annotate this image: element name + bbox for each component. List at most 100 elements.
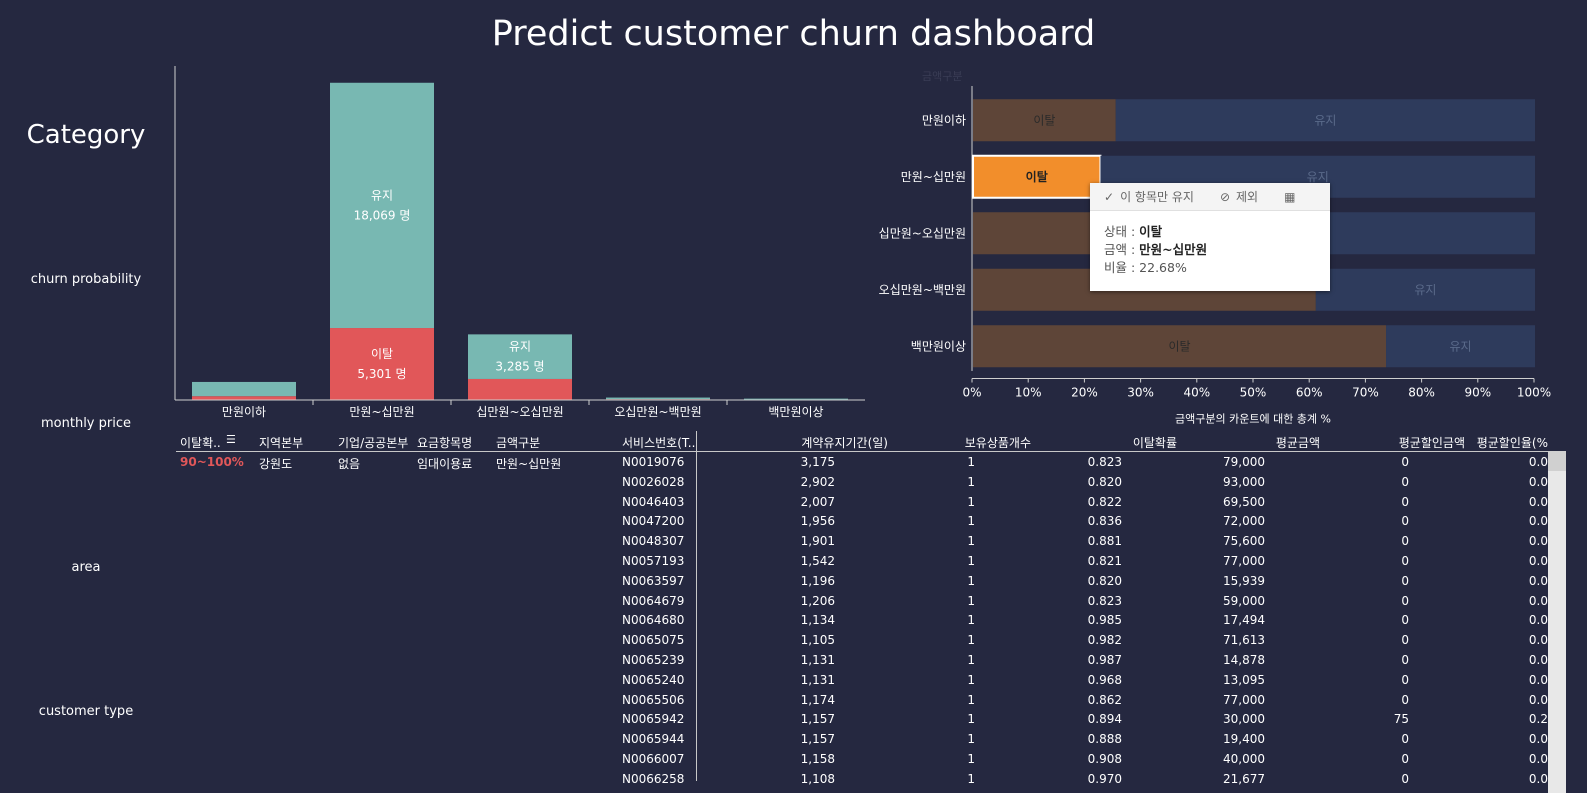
table-cell: 75: [1393, 712, 1409, 727]
bar-retain-4[interactable]: [744, 398, 848, 400]
segment-label-retain: 유지: [1314, 113, 1336, 127]
exclude-icon[interactable]: ⊘: [1219, 189, 1230, 204]
hbar-retain-4[interactable]: [1386, 325, 1535, 368]
segment-label-retain: 유지: [1307, 170, 1329, 184]
table-cell: 1: [967, 613, 975, 628]
table-cell: 1: [967, 732, 975, 747]
column-header[interactable]: 기업/공공본부: [338, 436, 409, 450]
filter-label-monthly-price[interactable]: monthly price: [41, 416, 131, 431]
column-divider: [696, 431, 697, 781]
scroll-thumb[interactable]: [1548, 451, 1566, 471]
table-cell: 0: [1401, 554, 1409, 568]
column-header[interactable]: 계약유지기간(일): [801, 436, 888, 450]
filter-label-customer-type[interactable]: customer type: [38, 704, 134, 719]
column-header[interactable]: 평균할인금액: [1398, 436, 1465, 450]
table-cell: 0.985: [1087, 613, 1122, 628]
table-cell: 1: [967, 752, 975, 766]
x-tick-label: 80%: [1408, 386, 1435, 400]
data-label-name: 유지: [509, 340, 531, 354]
service-number-cell: N0065942: [622, 712, 685, 727]
group-cell-item: 임대이용료: [417, 457, 473, 471]
table-cell: 0.823: [1087, 455, 1122, 469]
table-cell: 1,131: [800, 653, 835, 667]
bar-retain-2[interactable]: [468, 334, 572, 379]
data-label-value: 18,069 명: [354, 208, 411, 222]
y-tick-label: 십만원~오십만원: [879, 226, 966, 240]
table-cell: 0.0: [1528, 732, 1548, 747]
hbar-retain-3[interactable]: [1315, 268, 1535, 311]
bar-retain-3[interactable]: [606, 397, 710, 400]
column-header[interactable]: 지역본부: [259, 436, 304, 450]
x-tick-label: 50%: [1240, 386, 1267, 400]
table-cell: 1: [967, 593, 975, 608]
table-cell: 0.836: [1087, 514, 1122, 529]
sort-icon[interactable]: ☰: [226, 433, 236, 446]
x-tick-label: 십만원~오십만원: [476, 405, 563, 419]
table-cell: 0: [1401, 732, 1409, 747]
header-divider: [176, 451, 1548, 452]
table-cell: 0: [1401, 593, 1409, 608]
table-cell: 77,000: [1223, 554, 1265, 568]
tooltip-row-ratio: 비율 : 22.68%: [1104, 260, 1187, 275]
churn-by-price-bar-chart[interactable]: 만원이하 만원~십만원 십만원~오십만원 오십만원~백만원 백만원이상 유지 18,069 …: [170, 62, 870, 422]
table-cell: 0: [1401, 534, 1409, 549]
table-cell: 2,007: [800, 494, 835, 509]
check-icon[interactable]: ✓: [1104, 189, 1115, 204]
column-header[interactable]: 이탈확률: [1132, 436, 1177, 450]
table-cell: 0.0: [1528, 672, 1548, 687]
hbar-churn-2[interactable]: [973, 212, 1097, 255]
bar-churn-0[interactable]: [192, 396, 296, 400]
data-label-value: 3,285 명: [495, 360, 544, 374]
view-data-icon[interactable]: ▦: [1284, 189, 1296, 204]
table-cell: 1,542: [800, 554, 835, 568]
column-header[interactable]: 금액구분: [496, 436, 541, 450]
table-scrollbar[interactable]: [1548, 451, 1566, 793]
table-cell: 93,000: [1223, 474, 1265, 489]
table-cell: 1: [967, 771, 975, 786]
hbar-churn-4[interactable]: [973, 325, 1387, 368]
table-cell: 1,174: [800, 692, 835, 707]
column-header[interactable]: 이탈확..: [180, 436, 221, 450]
table-cell: 0: [1401, 573, 1409, 588]
table-cell: 1,157: [800, 712, 835, 727]
table-cell: 0.0: [1528, 633, 1548, 648]
table-cell: 1,206: [800, 593, 835, 608]
column-header[interactable]: 평균할인율(%: [1476, 436, 1548, 450]
table-cell: 0.822: [1087, 494, 1122, 509]
bar-retain-0[interactable]: [192, 381, 296, 397]
filter-label-churn-probability[interactable]: churn probability: [30, 272, 142, 287]
bar-retain-1[interactable]: [330, 82, 434, 329]
segment-label-churn: 이탈: [1026, 169, 1048, 184]
y-tick-label: 만원이하: [922, 113, 966, 127]
table-cell: 0.820: [1087, 474, 1122, 489]
hbar-retain-0[interactable]: [1115, 99, 1535, 142]
table-cell: 0.0: [1528, 653, 1548, 667]
table-cell: 0.862: [1087, 692, 1122, 707]
table-cell: 59,000: [1223, 593, 1265, 608]
column-header[interactable]: 보유상품개수: [964, 436, 1031, 450]
table-cell: 0.820: [1087, 573, 1122, 588]
hbar-churn-1[interactable]: [972, 154, 1102, 199]
table-cell: 0.0: [1528, 474, 1548, 489]
table-cell: 19,400: [1223, 732, 1265, 747]
column-header[interactable]: 요금항목명: [417, 436, 473, 450]
bar-churn-2[interactable]: [468, 378, 572, 400]
column-header[interactable]: 서비스번호(T..: [622, 436, 696, 450]
tooltip-row-status: 상태 : 이탈: [1104, 224, 1163, 239]
service-number-cell: N0065240: [622, 672, 685, 687]
filter-label-area[interactable]: area: [71, 560, 101, 575]
table-cell: 0: [1401, 771, 1409, 786]
bar-churn-1[interactable]: [330, 328, 434, 400]
keep-only-button[interactable]: 이 항목만 유지: [1120, 190, 1194, 204]
table-cell: 0.0: [1528, 494, 1548, 509]
table-cell: 0: [1401, 613, 1409, 628]
table-cell: 0.881: [1087, 534, 1122, 549]
table-cell: 1: [967, 514, 975, 529]
table-cell: 21,677: [1223, 771, 1265, 786]
hbar-churn-0[interactable]: [973, 99, 1116, 142]
column-header[interactable]: 평균금액: [1275, 436, 1320, 450]
x-axis-title: 금액구분의 카운트에 대한 총계 %: [1175, 413, 1331, 426]
table-cell: 1: [967, 455, 975, 469]
exclude-button[interactable]: 제외: [1236, 190, 1259, 204]
table-cell: 1: [967, 712, 975, 727]
